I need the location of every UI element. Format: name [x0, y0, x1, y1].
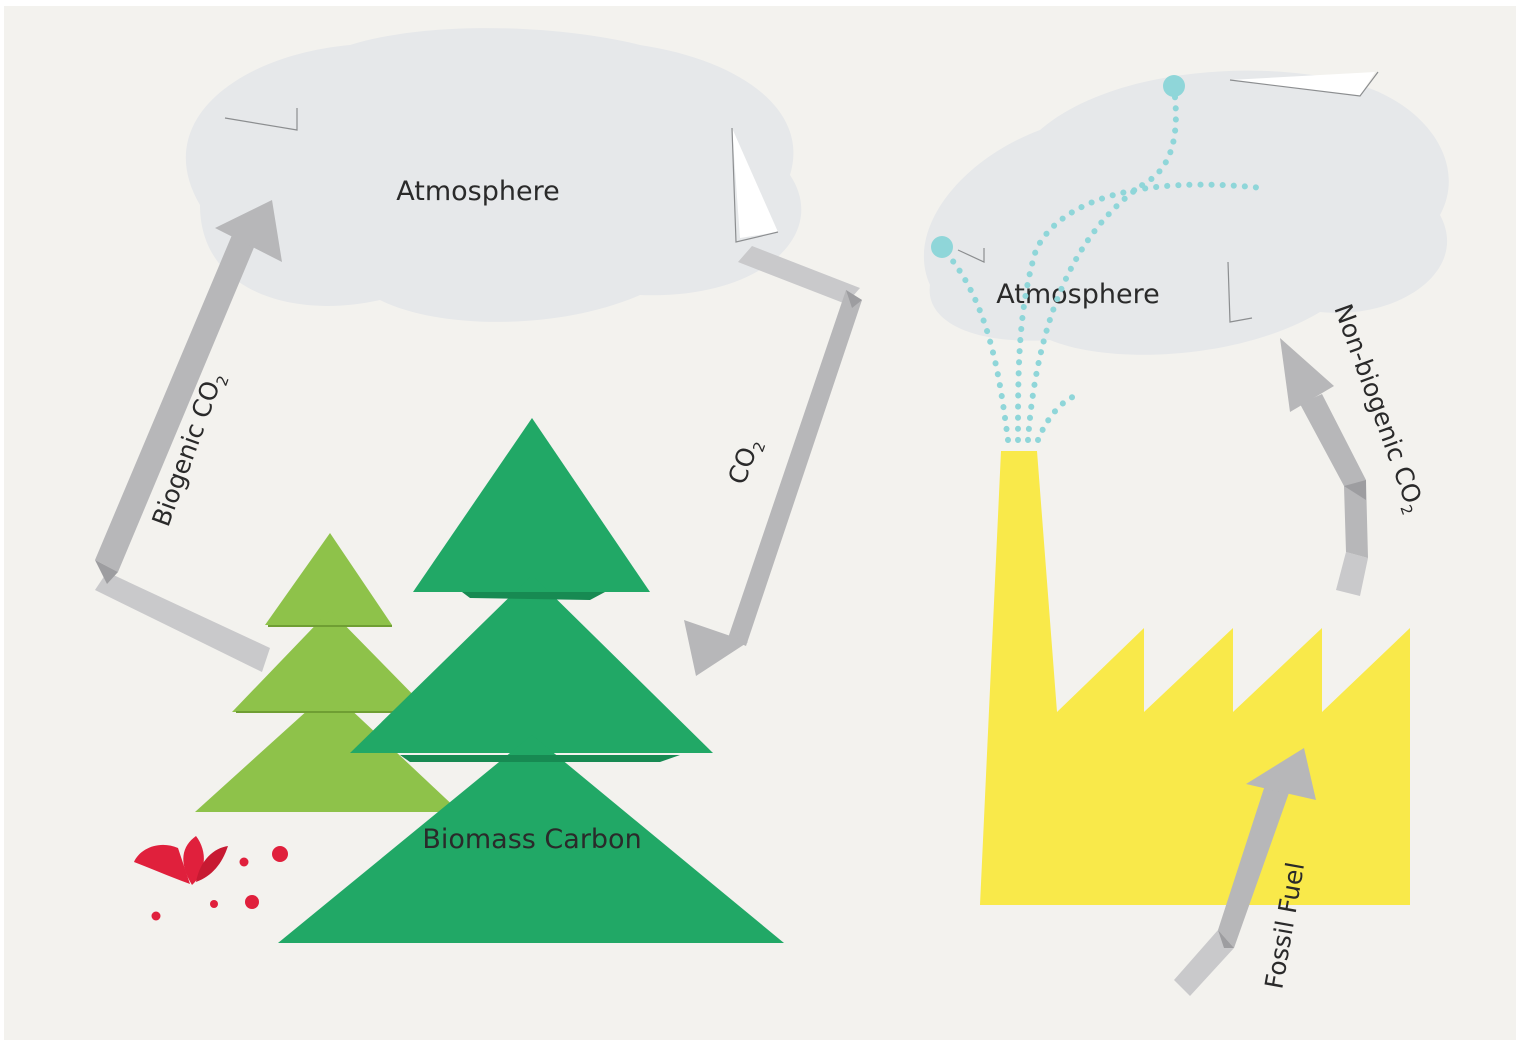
- co2-uptake-arrow: [684, 246, 862, 676]
- small-tree: [195, 533, 460, 812]
- right-atmosphere-label: Atmosphere: [996, 279, 1159, 310]
- right-atmosphere-cloud: [923, 70, 1449, 355]
- smoke-dot: [1163, 75, 1185, 97]
- non-biogenic-co2-arrow: [1280, 338, 1368, 596]
- fossil-fuel-arrow: [1174, 748, 1316, 996]
- biogenic-co2-arrow: [95, 200, 282, 672]
- biomass-carbon-label: Biomass Carbon: [422, 824, 641, 855]
- left-atmosphere-label: Atmosphere: [396, 176, 559, 207]
- left-atmosphere-cloud: [185, 28, 802, 322]
- paper-fold-accent: [732, 128, 778, 238]
- smoke-dot: [931, 236, 953, 258]
- paper-fold-accent: [1230, 72, 1375, 96]
- paper-fold-accent: [957, 248, 985, 263]
- paper-fold-accent: [224, 108, 298, 131]
- big-tree: [278, 418, 784, 943]
- droplet-splash-icon: [134, 836, 288, 921]
- paper-fold-accent: [1227, 261, 1253, 323]
- smoke-plume: [939, 85, 1265, 443]
